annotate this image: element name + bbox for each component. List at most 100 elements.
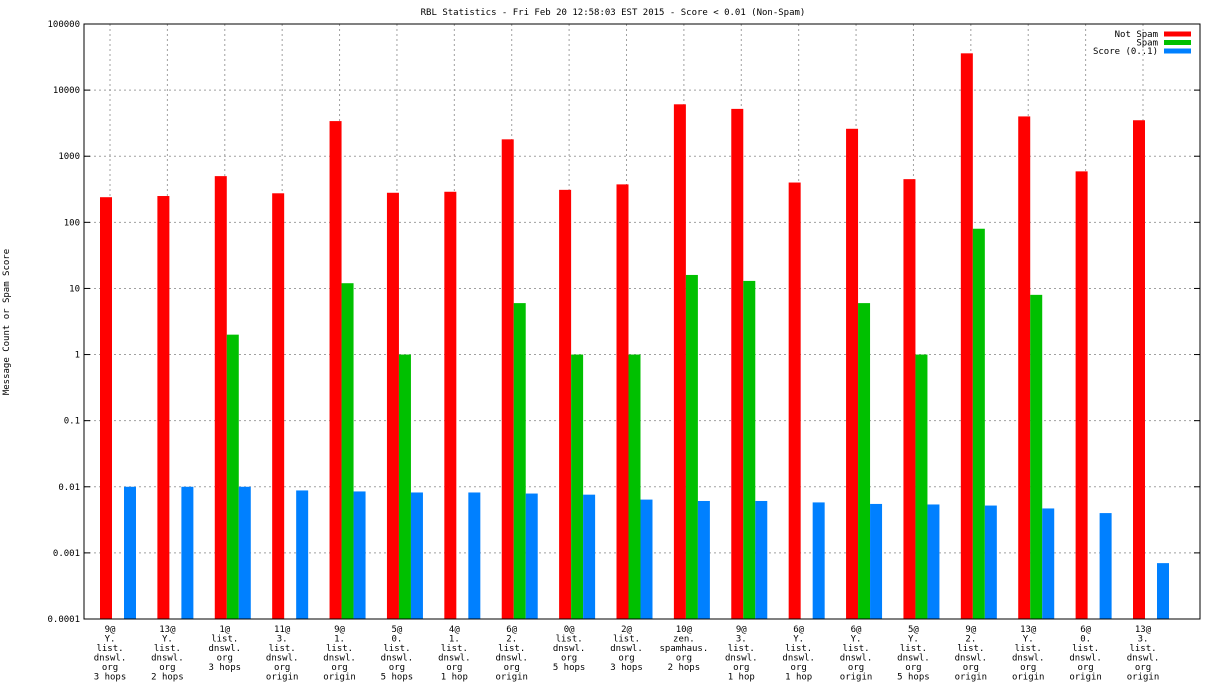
x-tick-label: list. <box>154 644 181 654</box>
x-tick-label: 0. <box>392 635 403 645</box>
bar-spam <box>743 280 756 619</box>
x-tick-label: org <box>733 663 749 673</box>
bar-spam <box>1030 294 1043 619</box>
x-tick-label: dnswl. <box>1069 654 1102 664</box>
x-tick-label: org <box>102 663 118 673</box>
x-tick-label: 2@ <box>621 625 632 635</box>
x-tick-label: org <box>274 663 290 673</box>
x-tick-label: list. <box>556 635 583 645</box>
x-tick-label: dnswl. <box>1012 654 1045 664</box>
x-tick-label: 1 hop <box>441 673 468 683</box>
y-tick-label: 100 <box>64 218 80 228</box>
bar-score-0-1- <box>812 502 825 619</box>
legend-swatch <box>1164 48 1191 54</box>
x-tick-label: list. <box>843 644 870 654</box>
bar-not-spam <box>1075 171 1088 619</box>
x-tick-label: list. <box>728 644 755 654</box>
x-tick-label: 5 hops <box>553 663 586 673</box>
x-tick-label: org <box>1135 663 1151 673</box>
x-tick-label: org <box>389 663 405 673</box>
x-tick-label: Y. <box>162 635 173 645</box>
legend-label: Score (0..1) <box>1093 47 1158 57</box>
x-tick-label: 6@ <box>851 625 862 635</box>
bar-score-0-1- <box>984 505 997 619</box>
bar-score-0-1- <box>238 486 251 619</box>
x-tick-label: org <box>159 663 175 673</box>
x-tick-label: 0. <box>1080 635 1091 645</box>
x-tick-label: org <box>905 663 921 673</box>
bar-not-spam <box>157 196 170 619</box>
x-tick-label: list. <box>1015 644 1042 654</box>
x-tick-label: dnswl. <box>151 654 184 664</box>
x-tick-label: 5@ <box>908 625 919 635</box>
bar-score-0-1- <box>697 500 710 619</box>
x-tick-label: 3. <box>277 635 288 645</box>
bar-not-spam <box>788 182 801 620</box>
x-tick-label: 1 hop <box>728 673 755 683</box>
x-tick-label: list. <box>1129 644 1156 654</box>
y-tick-label: 0.1 <box>64 417 80 427</box>
bar-score-0-1- <box>181 486 194 619</box>
x-tick-label: list. <box>269 644 296 654</box>
bar-score-0-1- <box>1157 563 1169 619</box>
x-tick-label: Y. <box>105 635 116 645</box>
plot-frame <box>83 23 1201 620</box>
x-tick-label: 5@ <box>392 625 403 635</box>
x-tick-label: 0@ <box>564 625 575 635</box>
x-tick-label: origin <box>955 673 988 683</box>
x-tick-label: list. <box>498 644 525 654</box>
bar-not-spam <box>616 184 629 619</box>
bar-not-spam <box>673 104 686 619</box>
x-tick-label: dnswl. <box>381 654 414 664</box>
x-tick-label: list. <box>957 644 984 654</box>
y-tick-label: 1 <box>75 351 80 361</box>
x-tick-label: org <box>791 663 807 673</box>
y-tick-label: 1000 <box>58 152 80 162</box>
x-tick-label: dnswl. <box>553 644 586 654</box>
x-tick-label: 2. <box>506 635 517 645</box>
x-tick-label: origin <box>1069 673 1102 683</box>
x-tick-label: 5 hops <box>381 673 414 683</box>
chart-title: RBL Statistics - Fri Feb 20 12:58:03 EST… <box>421 8 806 18</box>
bar-spam <box>513 303 526 619</box>
x-tick-label: dnswl. <box>782 654 815 664</box>
x-tick-label: 13@ <box>1135 625 1152 635</box>
bar-score-0-1- <box>525 493 538 619</box>
x-tick-label: dnswl. <box>94 654 127 664</box>
bar-not-spam <box>100 197 112 619</box>
bar-not-spam <box>329 121 342 619</box>
x-tick-label: dnswl. <box>610 644 643 654</box>
bar-not-spam <box>731 108 744 619</box>
bar-spam <box>972 228 985 619</box>
legend-swatch <box>1164 31 1191 37</box>
x-tick-label: Y. <box>793 635 804 645</box>
x-tick-label: dnswl. <box>209 644 242 654</box>
x-tick-label: org <box>618 654 634 664</box>
x-tick-label: dnswl. <box>725 654 758 664</box>
x-tick-label: org <box>676 654 692 664</box>
y-tick-label: 10 <box>69 284 80 294</box>
x-tick-label: org <box>1020 663 1036 673</box>
x-tick-label: 6@ <box>506 625 517 635</box>
x-tick-label: zen. <box>673 635 695 645</box>
x-tick-label: org <box>848 663 864 673</box>
x-tick-label: dnswl. <box>840 654 873 664</box>
y-tick-label: 100000 <box>47 20 80 30</box>
bar-spam <box>858 303 871 619</box>
bar-score-0-1- <box>1042 508 1055 619</box>
x-tick-label: org <box>963 663 979 673</box>
x-tick-label: 1. <box>449 635 460 645</box>
bar-not-spam <box>903 179 916 619</box>
bar-score-0-1- <box>124 486 136 619</box>
x-tick-label: Y. <box>908 635 919 645</box>
bar-spam <box>341 283 354 619</box>
bar-not-spam <box>960 53 973 620</box>
x-tick-label: list. <box>383 644 410 654</box>
x-tick-label: 3 hops <box>610 663 643 673</box>
bar-score-0-1- <box>468 492 481 619</box>
bar-score-0-1- <box>296 490 309 619</box>
x-tick-label: dnswl. <box>955 654 988 664</box>
x-tick-label: 1 hop <box>785 673 812 683</box>
legend-label: Not Spam <box>1115 30 1158 40</box>
